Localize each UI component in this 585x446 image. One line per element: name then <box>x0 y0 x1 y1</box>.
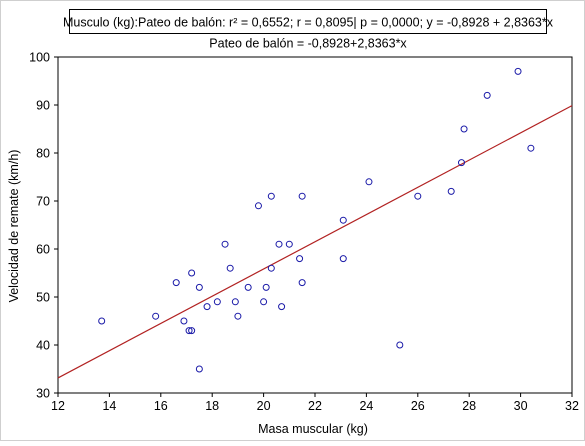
data-point <box>267 264 275 272</box>
chart-subtitle: Pateo de balón = -0,8928+2,8363*x <box>209 37 407 51</box>
data-point <box>180 317 188 325</box>
x-tick-label: 32 <box>565 399 579 413</box>
data-point <box>172 279 180 287</box>
y-tick-label: 100 <box>29 51 50 65</box>
x-tick-label: 24 <box>359 399 373 413</box>
y-tick-label: 60 <box>36 243 50 257</box>
data-point <box>234 312 242 320</box>
x-tick-label: 14 <box>102 399 116 413</box>
x-axis-label: Masa muscular (kg) <box>258 422 368 436</box>
y-tick-label: 90 <box>36 99 50 113</box>
data-point <box>188 269 196 277</box>
data-point <box>231 298 239 306</box>
data-point <box>262 283 270 291</box>
x-tick-label: 20 <box>257 399 271 413</box>
data-point <box>414 192 422 200</box>
chart-title: Musculo (kg):Pateo de balón: r² = 0,6552… <box>63 16 554 30</box>
data-point <box>460 125 468 133</box>
y-tick-label: 80 <box>36 147 50 161</box>
data-point <box>221 240 229 248</box>
x-tick-label: 12 <box>51 399 65 413</box>
x-tick-label: 22 <box>308 399 322 413</box>
data-point <box>483 91 491 99</box>
data-point <box>365 178 373 186</box>
y-axis-label: Velocidad de remate (km/h) <box>7 150 21 303</box>
data-point <box>244 283 252 291</box>
data-point <box>267 192 275 200</box>
data-point <box>260 298 268 306</box>
data-point <box>278 303 286 311</box>
data-point <box>213 298 221 306</box>
data-point <box>285 240 293 248</box>
data-point <box>339 255 347 263</box>
title-box <box>69 9 547 34</box>
data-point <box>514 67 522 75</box>
data-point <box>298 279 306 287</box>
data-point <box>195 365 203 373</box>
data-point <box>275 240 283 248</box>
y-tick-label: 70 <box>36 195 50 209</box>
data-point <box>527 144 535 152</box>
x-tick-label: 28 <box>462 399 476 413</box>
data-point <box>457 159 465 167</box>
x-tick-label: 26 <box>411 399 425 413</box>
data-point <box>396 341 404 349</box>
x-tick-label: 16 <box>154 399 168 413</box>
data-point <box>203 303 211 311</box>
data-point <box>296 255 304 263</box>
y-tick-label: 50 <box>36 291 50 305</box>
data-point <box>195 283 203 291</box>
plot-area: 12 14 16 18 20 22 24 26 28 30 32 30 40 50 60 70 80 90 100 <box>29 51 579 414</box>
data-point <box>152 312 160 320</box>
data-point <box>254 202 262 210</box>
data-point <box>447 187 455 195</box>
x-tick-label: 30 <box>514 399 528 413</box>
y-tick-label: 40 <box>36 339 50 353</box>
data-point <box>298 192 306 200</box>
data-point <box>98 317 106 325</box>
y-tick-label: 30 <box>36 387 50 401</box>
data-point <box>226 264 234 272</box>
x-tick-label: 18 <box>205 399 219 413</box>
data-point <box>185 327 193 335</box>
data-point <box>188 327 196 335</box>
data-point <box>339 216 347 224</box>
regression-line <box>57 105 573 379</box>
